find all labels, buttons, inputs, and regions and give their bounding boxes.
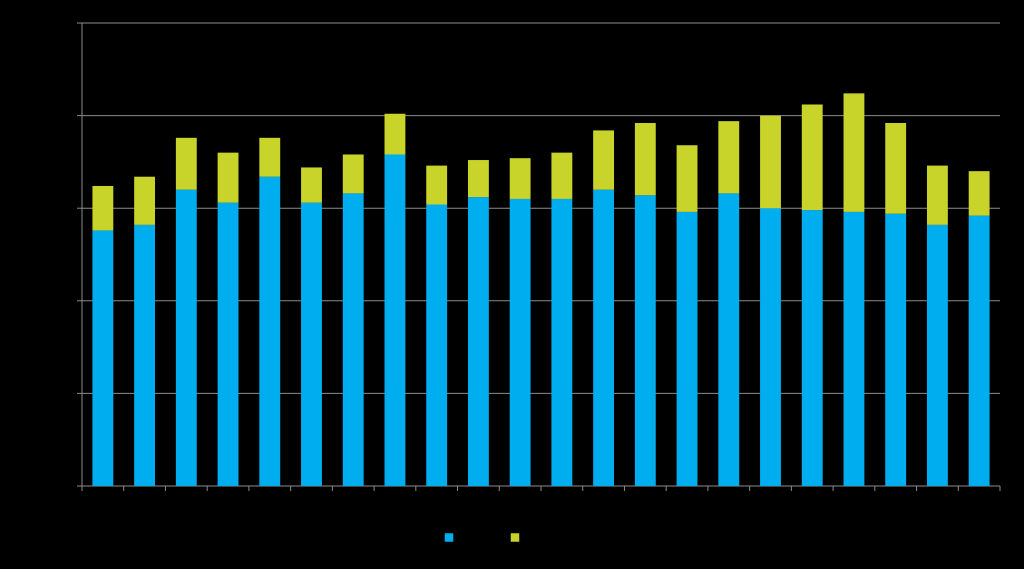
- bar-segment-series-2: [926, 165, 948, 225]
- bar-segment-series-1: [175, 189, 197, 486]
- bar-segment-series-1: [509, 198, 531, 486]
- bar-segment-series-2: [467, 160, 489, 198]
- bar-segment-series-2: [259, 137, 281, 177]
- bar-segment-series-1: [259, 176, 281, 486]
- bar-segment-series-1: [718, 193, 740, 486]
- bar-segment-series-1: [426, 204, 448, 486]
- bar-segment-series-1: [134, 224, 156, 487]
- bar-segment-series-2: [885, 123, 907, 214]
- bar-segment-series-2: [134, 176, 156, 225]
- bar-segment-series-1: [676, 211, 698, 487]
- bar-segment-series-2: [718, 121, 740, 194]
- bar-segment-series-1: [217, 202, 239, 487]
- bar-segment-series-2: [634, 123, 656, 196]
- bar-segment-series-2: [175, 137, 197, 190]
- bar-segment-series-2: [384, 113, 406, 155]
- legend-swatch-series-2: [510, 532, 520, 543]
- bar-segment-series-1: [301, 202, 322, 487]
- bar-segment-series-2: [509, 158, 531, 199]
- bar-segment-series-1: [801, 210, 823, 486]
- bar-segment-series-2: [551, 152, 573, 199]
- bar-segment-series-1: [968, 215, 990, 486]
- bar-segment-series-1: [467, 197, 489, 486]
- bar-segment-series-1: [551, 198, 573, 486]
- bar-segment-series-2: [843, 93, 865, 212]
- bar-segment-series-2: [676, 145, 698, 212]
- bar-segment-series-1: [885, 213, 907, 487]
- bar-segment-series-1: [760, 208, 781, 486]
- bar-segment-series-2: [593, 130, 615, 190]
- bar-segment-series-1: [92, 230, 114, 486]
- bar-segment-series-1: [342, 193, 364, 486]
- bar-segment-series-2: [760, 115, 781, 209]
- bar-segment-series-2: [92, 185, 114, 231]
- bar-segment-series-1: [634, 195, 656, 486]
- bar-segment-series-2: [968, 171, 990, 216]
- bar-segment-series-2: [301, 167, 322, 203]
- bar-segment-series-2: [217, 152, 239, 203]
- bar-segment-series-1: [384, 154, 406, 486]
- legend-swatch-series-1: [444, 532, 454, 543]
- bar-segment-series-1: [843, 211, 865, 487]
- bar-segment-series-2: [342, 154, 364, 194]
- bar-segment-series-1: [926, 224, 948, 487]
- bar-segment-series-1: [593, 189, 615, 486]
- bar-segment-series-2: [801, 104, 823, 211]
- bar-segment-series-2: [426, 165, 448, 205]
